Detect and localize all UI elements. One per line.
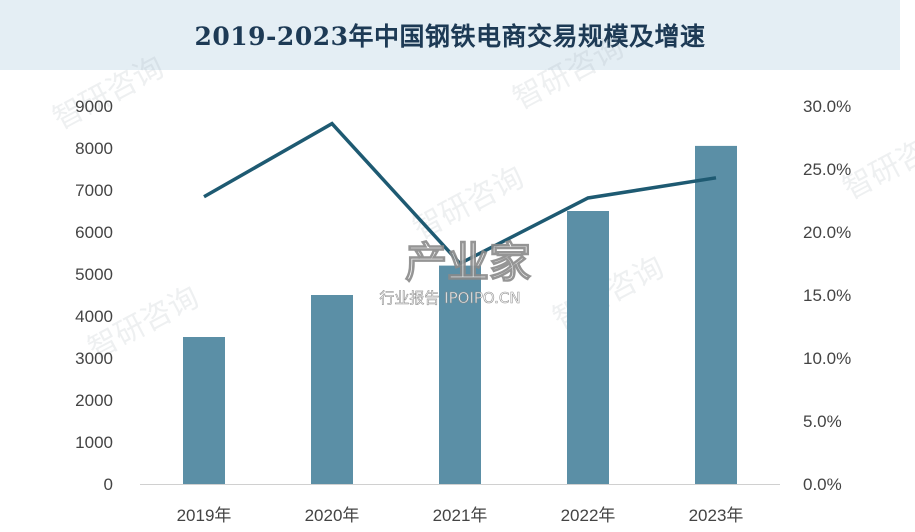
right-tick-label: 10.0% [803, 349, 851, 368]
watermark-text-0: 智研咨询 [47, 50, 169, 137]
watermark-text-4: 智研咨询 [407, 160, 529, 247]
overlay-sub-text: 行业报告 IPOIPO.CN [379, 289, 520, 307]
left-tick-label: 4000 [75, 307, 113, 326]
right-axis: 0.0% 5.0% 10.0% 15.0% 20.0% 25.0% 30.0% [803, 97, 851, 494]
x-tick-label: 2022年 [561, 506, 616, 525]
bar-series [183, 145, 737, 484]
left-tick-label: 0 [104, 475, 113, 494]
x-axis: 2019年 2020年 2021年 2022年 2023年 [140, 484, 780, 525]
growth-line-series [203, 121, 717, 266]
left-axis: 0 1000 2000 3000 4000 5000 6000 7000 8000 9000 [75, 97, 113, 494]
x-tick-label: 2019年 [177, 506, 232, 525]
bar-1 [311, 295, 353, 484]
bar-2 [439, 265, 481, 484]
x-tick-label: 2023年 [689, 506, 744, 525]
left-tick-label: 8000 [75, 139, 113, 158]
x-tick-label: 2020年 [305, 506, 360, 525]
left-tick-label: 3000 [75, 349, 113, 368]
right-tick-label: 20.0% [803, 223, 851, 242]
watermark-text-1: 智研咨询 [507, 30, 629, 117]
bar-3 [567, 211, 609, 484]
watermark-layer: 智研咨询智研咨询智研咨询智研咨询智研咨询智研咨询 [47, 30, 915, 367]
left-tick-label: 9000 [75, 97, 113, 116]
x-tick-label: 2021年 [433, 506, 488, 525]
right-tick-label: 25.0% [803, 160, 851, 179]
chart-title-bar: 2019-2023年中国钢铁电商交易规模及增速 [0, 0, 900, 70]
right-tick-label: 15.0% [803, 286, 851, 305]
chart-title: 2019-2023年中国钢铁电商交易规模及增速 [194, 22, 706, 51]
bar-0 [183, 337, 225, 484]
left-tick-label: 6000 [75, 223, 113, 242]
right-tick-label: 30.0% [803, 97, 851, 116]
left-tick-label: 1000 [75, 433, 113, 452]
overlay-main-text: 产业家 [405, 238, 531, 287]
left-tick-label: 7000 [75, 181, 113, 200]
left-tick-label: 2000 [75, 391, 113, 410]
left-tick-label: 5000 [75, 265, 113, 284]
bar-4 [695, 145, 737, 484]
right-tick-label: 5.0% [803, 412, 842, 431]
right-tick-label: 0.0% [803, 475, 842, 494]
